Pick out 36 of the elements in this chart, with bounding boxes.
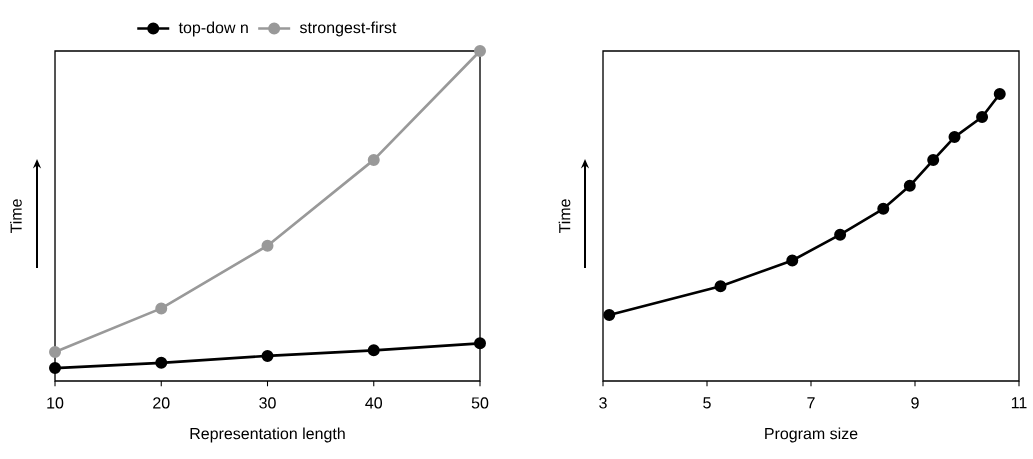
point [927, 154, 940, 167]
point [49, 362, 62, 375]
legend-label: top-dow n [178, 21, 248, 37]
x-tick-label: 3 [599, 397, 607, 409]
point [877, 202, 890, 215]
point [261, 239, 274, 252]
x-tick-label: 9 [911, 397, 919, 409]
x-tick-label: 11 [1011, 397, 1027, 409]
y-axis-title: Time [10, 199, 22, 234]
point [474, 337, 487, 350]
x-tick-label: 30 [259, 397, 276, 409]
x-tick-label: 40 [365, 397, 383, 409]
x-tick-label: 50 [471, 397, 489, 409]
x-tick-label: 20 [153, 397, 170, 409]
point [786, 254, 799, 267]
x-tick-label: 7 [807, 397, 815, 409]
point [474, 44, 487, 57]
point [993, 88, 1006, 101]
point [155, 356, 168, 369]
x-tick-label: 10 [47, 397, 64, 409]
x-axis-title: Program size [765, 427, 858, 443]
point [367, 344, 380, 357]
point [367, 153, 380, 166]
legend-label: strongest-first [299, 21, 397, 37]
point [261, 349, 274, 362]
y-axis-title: Time [558, 199, 571, 234]
point [976, 110, 989, 123]
point [49, 345, 62, 358]
point [603, 308, 616, 321]
point [714, 280, 727, 293]
x-tick-label: 5 [703, 397, 711, 409]
point [903, 179, 916, 192]
point [155, 302, 168, 315]
point [834, 228, 847, 241]
point [948, 131, 961, 144]
x-axis-title: Representation length [190, 427, 345, 443]
